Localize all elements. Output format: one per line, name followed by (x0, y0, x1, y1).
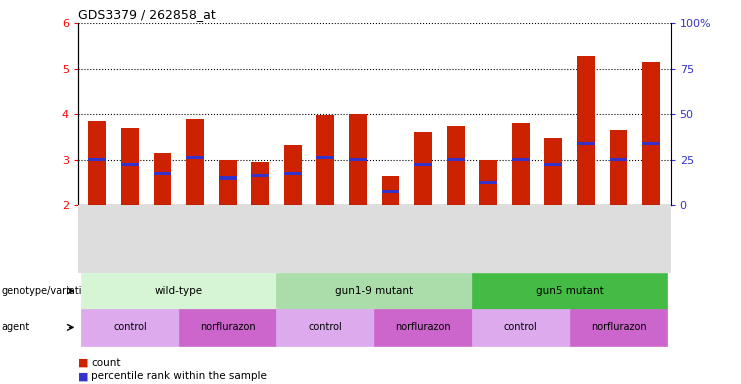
Bar (414, 163, 432, 166)
Text: norflurazon: norflurazon (395, 322, 451, 333)
Bar (316, 115, 334, 205)
Bar (610, 130, 628, 205)
Bar (121, 163, 139, 166)
Bar (251, 174, 269, 177)
Bar (88, 121, 106, 205)
Bar (121, 128, 139, 205)
Bar (577, 142, 595, 146)
Bar (153, 153, 171, 205)
Text: gun1-9 mutant: gun1-9 mutant (335, 286, 413, 296)
Bar (316, 156, 334, 159)
Text: control: control (504, 322, 538, 333)
Bar (219, 160, 236, 205)
Text: GDS3379 / 262858_at: GDS3379 / 262858_at (78, 8, 216, 22)
Text: percentile rank within the sample: percentile rank within the sample (91, 371, 267, 381)
Bar (414, 132, 432, 205)
Bar (349, 158, 367, 161)
Bar (186, 119, 204, 205)
Bar (642, 142, 660, 146)
Text: wild-type: wild-type (155, 286, 203, 296)
Text: norflurazon: norflurazon (591, 322, 646, 333)
Bar (349, 114, 367, 205)
Text: norflurazon: norflurazon (200, 322, 256, 333)
Bar (479, 160, 497, 205)
Text: gun5 mutant: gun5 mutant (536, 286, 603, 296)
Text: count: count (91, 358, 121, 368)
Text: agent: agent (1, 322, 30, 333)
Bar (545, 138, 562, 205)
Bar (88, 158, 106, 161)
Text: ■: ■ (78, 371, 88, 381)
Bar (382, 176, 399, 205)
Bar (447, 126, 465, 205)
Bar (577, 56, 595, 205)
Bar (251, 162, 269, 205)
Text: control: control (308, 322, 342, 333)
Text: control: control (113, 322, 147, 333)
Bar (512, 158, 530, 161)
Bar (479, 181, 497, 184)
Bar (219, 177, 236, 180)
Bar (382, 190, 399, 194)
Bar (545, 163, 562, 166)
Bar (186, 156, 204, 159)
Bar (284, 145, 302, 205)
Bar (642, 62, 660, 205)
Text: genotype/variation: genotype/variation (1, 286, 94, 296)
Bar (512, 123, 530, 205)
Bar (610, 158, 628, 161)
Text: ■: ■ (78, 358, 88, 368)
Bar (447, 158, 465, 161)
Bar (153, 172, 171, 175)
Bar (284, 172, 302, 175)
